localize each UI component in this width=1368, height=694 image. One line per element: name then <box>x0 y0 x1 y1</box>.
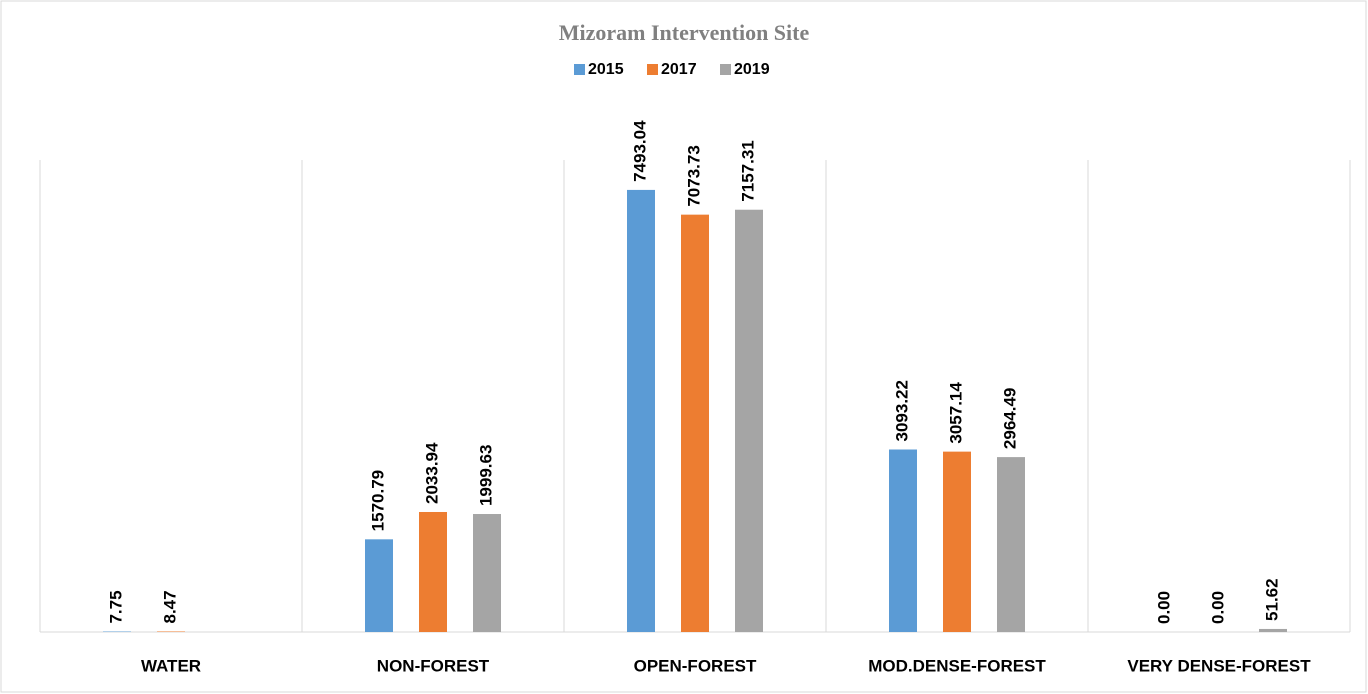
data-label: 3093.22 <box>892 380 911 441</box>
data-label: 51.62 <box>1262 578 1281 621</box>
bar <box>735 209 763 633</box>
bar <box>473 514 501 632</box>
data-label: 3057.14 <box>946 382 965 444</box>
bar <box>943 451 971 632</box>
bar <box>1259 628 1287 632</box>
data-label: 7073.73 <box>684 145 703 206</box>
legend-swatch <box>647 64 658 75</box>
data-label: 7157.31 <box>738 140 757 201</box>
chart-title: Mizoram Intervention Site <box>559 20 810 45</box>
legend-swatch <box>574 64 585 75</box>
data-label: 0.00 <box>1208 591 1227 624</box>
legend-label: 2017 <box>661 61 697 78</box>
legend-label: 2019 <box>734 61 770 78</box>
data-label: 2033.94 <box>422 442 441 504</box>
x-tick-label: NON-FOREST <box>377 656 490 675</box>
x-tick-label: WATER <box>141 656 201 675</box>
bar <box>419 511 447 632</box>
data-label: 7493.04 <box>630 120 649 182</box>
data-label: 1999.63 <box>476 445 495 506</box>
legend-label: 2015 <box>588 61 624 78</box>
data-label: 0.00 <box>1154 591 1173 624</box>
bar <box>889 449 917 632</box>
x-tick-label: MOD.DENSE-FOREST <box>868 656 1046 675</box>
data-label: 8.47 <box>160 590 179 623</box>
x-tick-label: OPEN-FOREST <box>634 656 757 675</box>
data-label: 1570.79 <box>368 470 387 531</box>
data-label: 2964.49 <box>1000 388 1019 449</box>
bar <box>681 214 709 632</box>
data-label: 7.75 <box>106 590 125 623</box>
bar <box>997 457 1025 632</box>
legend-swatch <box>720 64 731 75</box>
x-tick-label: VERY DENSE-FOREST <box>1127 656 1311 675</box>
bar <box>627 189 655 632</box>
bar <box>365 539 393 632</box>
